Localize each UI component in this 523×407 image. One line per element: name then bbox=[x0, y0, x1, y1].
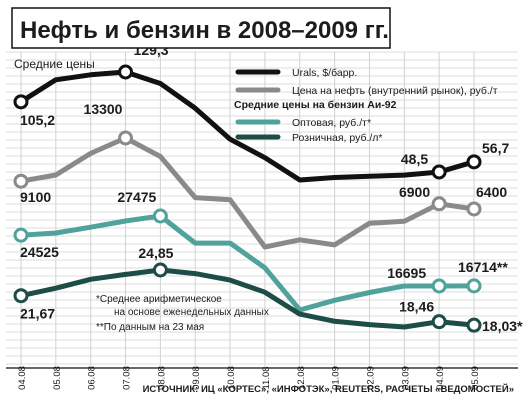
data-point-marker bbox=[431, 164, 447, 180]
x-tick-label: 05.08 bbox=[52, 366, 63, 390]
legend-label-retail: Розничная, руб./л* bbox=[292, 132, 383, 144]
chart-title: Нефть и бензин в 2008–2009 гг. bbox=[20, 17, 389, 44]
data-point-marker bbox=[431, 314, 447, 330]
legend-label-domestic-oil: Цена на нефть (внутренний рынок), руб./т bbox=[292, 85, 498, 97]
series-line-wholesale bbox=[18, 213, 477, 313]
data-label: 13300 bbox=[84, 101, 123, 117]
data-point-marker bbox=[152, 262, 168, 278]
data-label: 24,85 bbox=[138, 245, 173, 261]
series-lines bbox=[13, 64, 482, 333]
data-label: 27475 bbox=[117, 189, 156, 205]
x-tick-label: 09.08 bbox=[191, 366, 202, 390]
series-line-urals bbox=[18, 69, 477, 183]
footnote-1: *Среднее арифметическое bbox=[96, 293, 222, 305]
x-tick-label: 07.08 bbox=[122, 366, 133, 390]
series-line-retail bbox=[18, 267, 477, 330]
data-point-marker bbox=[466, 278, 482, 294]
legend-label-urals: Urals, $/барр. bbox=[292, 67, 357, 79]
data-label: 16695 bbox=[387, 265, 426, 281]
data-label: 56,7 bbox=[482, 140, 509, 156]
data-point-marker bbox=[13, 94, 29, 110]
x-tick-label: 11.08 bbox=[261, 366, 272, 389]
data-label: 21,67 bbox=[20, 306, 55, 322]
data-point-marker bbox=[466, 201, 482, 217]
x-tick-label: 02.09 bbox=[365, 366, 376, 390]
legend-group-label: Средние цены на бензин Аи-92 bbox=[234, 99, 397, 111]
title-box bbox=[11, 7, 391, 49]
data-point-marker bbox=[118, 64, 134, 80]
x-tick-label: 10.08 bbox=[226, 366, 237, 390]
series-line-domestic-oil bbox=[18, 135, 477, 250]
x-tick-label: 04.08 bbox=[17, 366, 28, 390]
data-point-marker bbox=[13, 288, 29, 304]
data-label: 6900 bbox=[399, 184, 430, 200]
data-label: 48,5 bbox=[401, 151, 428, 167]
x-axis-ticks: 04.08 05.08 06.08 07.08 08.08 09.08 10.08 11.08… bbox=[17, 366, 481, 390]
data-label: 18,03** bbox=[482, 318, 523, 334]
x-tick-label: 01.09 bbox=[331, 366, 342, 390]
data-point-marker bbox=[466, 154, 482, 170]
data-point-marker bbox=[431, 196, 447, 212]
data-point-marker bbox=[152, 208, 168, 224]
data-label: 24525 bbox=[20, 244, 59, 260]
footnote-2: на основе еженедельных данных bbox=[114, 307, 269, 318]
x-tick-label: 05.09 bbox=[470, 366, 481, 390]
legend: Urals, $/барр. Цена на нефть (внутренний… bbox=[234, 67, 498, 144]
x-tick-label: 06.08 bbox=[87, 366, 98, 390]
data-point-marker bbox=[431, 278, 447, 294]
source-note: ИСТОЧНИК: ИЦ «КОРТЕС», «ИНФОТЭК», REUTER… bbox=[143, 383, 514, 395]
x-tick-label: 12.08 bbox=[296, 366, 307, 390]
data-label: 105,2 bbox=[20, 112, 55, 128]
chart-subtitle: Средние цены bbox=[14, 57, 95, 71]
data-point-marker bbox=[118, 130, 134, 146]
data-point-marker bbox=[13, 227, 29, 243]
data-label: 6400 bbox=[476, 184, 507, 200]
x-tick-label: 04.09 bbox=[435, 366, 446, 390]
legend-label-wholesale: Оптовая, руб./т* bbox=[292, 117, 371, 129]
footnotes: *Среднее арифметическое на основе еженед… bbox=[96, 293, 269, 333]
x-tick-label: 03.09 bbox=[400, 366, 411, 390]
data-label: 16714** bbox=[458, 259, 508, 275]
x-tick-label: 08.08 bbox=[156, 366, 167, 390]
footnote-3: **По данным на 23 мая bbox=[96, 322, 204, 333]
data-label: 9100 bbox=[20, 189, 51, 205]
data-point-marker bbox=[466, 317, 482, 333]
data-label: 18,46 bbox=[399, 299, 434, 315]
data-point-marker bbox=[13, 173, 29, 189]
